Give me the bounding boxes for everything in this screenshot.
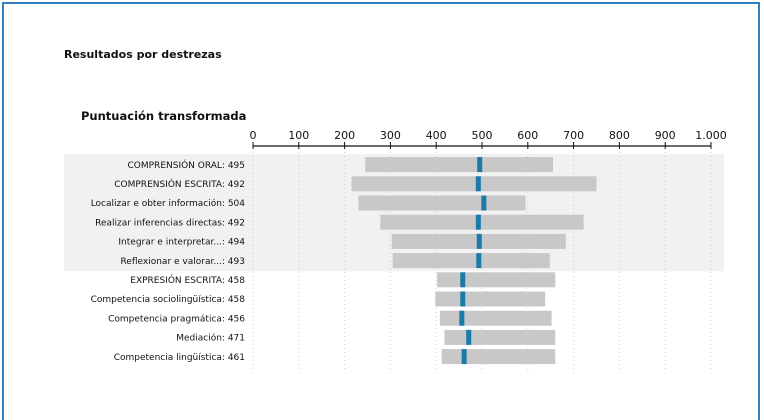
x-tick-label-7: 700 [563,129,584,142]
x-tick-label-3: 300 [380,129,401,142]
score-marker-6 [460,272,466,288]
x-tick-label-9: 900 [655,129,676,142]
row-label-2: Localizar e obter información: 504 [91,198,246,209]
score-marker-10 [461,349,467,365]
range-bar-7 [435,291,546,307]
row-label-1: COMPRENSIÓN ESCRITA: 492 [114,178,245,190]
row-label-8: Competencia pragmática: 456 [108,314,245,324]
range-bar-8 [439,310,552,326]
range-bar-0 [365,157,553,173]
score-marker-0 [477,157,483,173]
row-label-3: Realizar inferencias directas: 492 [95,218,245,228]
range-bar-6 [437,272,556,288]
score-marker-4 [476,233,482,249]
x-tick-label-1: 100 [288,129,309,142]
score-marker-1 [475,176,481,192]
range-bar-9 [444,329,556,345]
x-tick-label-5: 500 [472,129,493,142]
x-tick-label-4: 400 [426,129,447,142]
row-label-6: EXPRESIÓN ESCRITA: 458 [130,274,245,286]
section-title: Resultados por destrezas [64,48,222,61]
range-bar-10 [441,349,556,365]
row-label-4: Integrar e interpretar...: 494 [118,238,245,248]
score-marker-3 [475,214,481,230]
range-bar-2 [358,195,526,211]
range-bar-3 [380,214,584,230]
x-tick-label-0: 0 [250,129,257,142]
chart-title: Puntuación transformada [81,109,247,123]
row-label-7: Competencia sociolingüística: 458 [91,295,246,305]
range-bar-5 [392,253,550,269]
x-tick-label-10: 1.000 [695,129,727,142]
score-range-chart: 0 100 200 300 400 500 600 700 800 900 1.000 COMPREN… [64,129,727,373]
row-label-10: Competencia lingüística: 461 [114,353,245,363]
row-label-5: Reflexionar e valorar...: 493 [120,257,245,267]
x-tick-label-6: 600 [517,129,538,142]
score-marker-8 [459,310,465,326]
score-marker-2 [481,195,487,211]
row-label-9: Mediación: 471 [176,333,245,344]
comprehension-band [64,154,724,272]
score-marker-5 [476,253,482,269]
row-label-0: COMPRENSIÓN ORAL: 495 [128,159,246,171]
x-tick-label-2: 200 [334,129,355,142]
score-marker-7 [460,291,466,307]
x-tick-label-8: 800 [609,129,630,142]
score-marker-9 [466,329,472,345]
range-bar-1 [351,176,597,192]
